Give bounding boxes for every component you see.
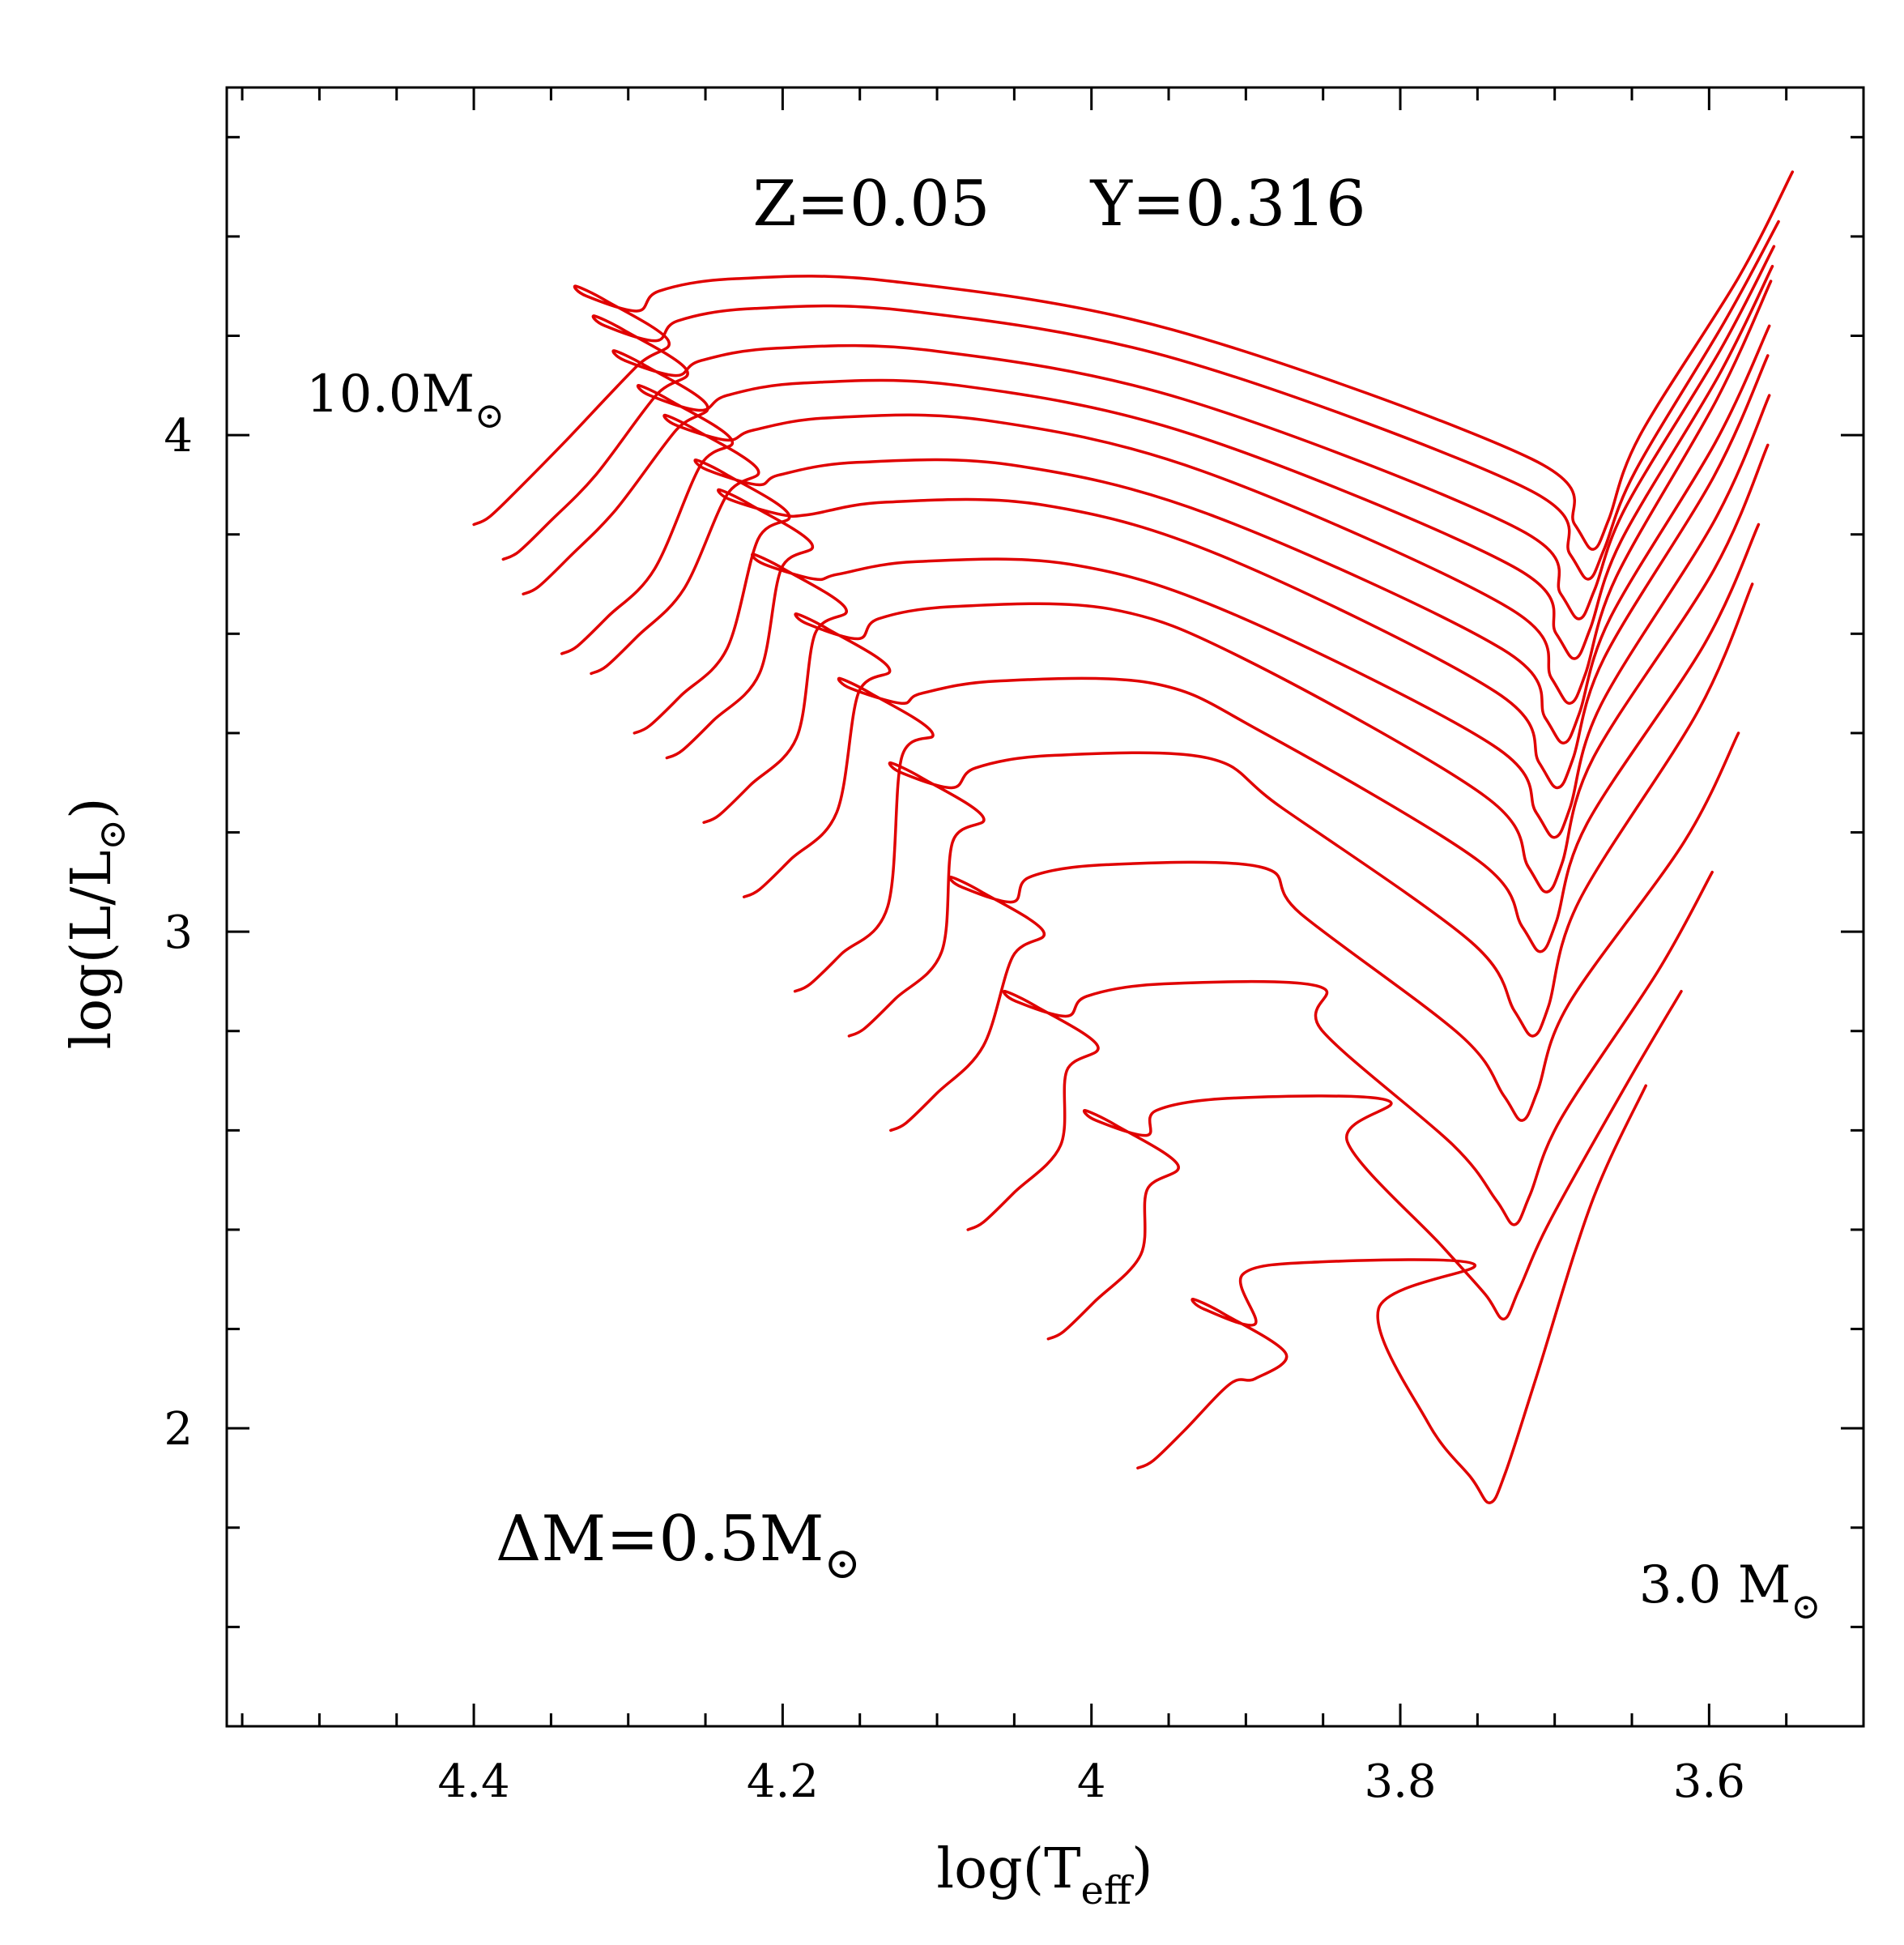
sun-symbol-icon: ⊙ (1791, 1586, 1821, 1627)
y-axis-label-main: log(L/L (60, 851, 124, 1050)
sun-symbol-icon: ⊙ (475, 395, 505, 437)
bottom-mass-label: 3.0 M⊙ (1557, 1555, 1870, 1631)
track-4_5-msun (889, 732, 1740, 1132)
x-tick-label: 4.2 (747, 1755, 819, 1808)
axis-tick-labels: 4.4 4.2 4 3.8 3.6 2 3 4 (164, 410, 1745, 1808)
y-axis-label-close: ) (60, 797, 124, 819)
top-mass-label: 10.0M⊙ (306, 365, 505, 437)
x-tick-label: 4.4 (438, 1755, 510, 1808)
x-axis-label: log(Teff) (936, 1837, 1152, 1913)
x-tick-label: 3.8 (1364, 1755, 1436, 1808)
x-axis-label-close: ) (1131, 1837, 1153, 1901)
x-axis-label-sub: eff (1081, 1868, 1134, 1913)
bottom-mass-text: 3.0 M (1639, 1555, 1791, 1615)
top-mass-text: 10.0M (306, 365, 475, 424)
y-axis-label: log(L/L⊙) (60, 797, 134, 1049)
delta-mass-text: ΔM=0.5M (496, 1503, 824, 1576)
track-5-msun (847, 582, 1754, 1038)
track-8-msun (590, 279, 1773, 705)
track-4-msun (966, 870, 1714, 1231)
sun-symbol-icon: ⊙ (824, 1538, 860, 1589)
x-axis-label-main: log(T (936, 1837, 1080, 1901)
delta-mass-label: ΔM=0.5M⊙ (496, 1503, 861, 1589)
evolutionary-tracks (472, 170, 1795, 1504)
track-6-msun (742, 443, 1770, 898)
track-3_5-msun (1046, 989, 1683, 1341)
sun-symbol-icon: ⊙ (90, 819, 134, 851)
x-tick-label: 4 (1077, 1755, 1106, 1808)
axis-ticks (227, 87, 1865, 1728)
y-tick-label: 2 (164, 1403, 193, 1456)
y-tick-label: 4 (164, 410, 193, 463)
track-9_5-msun (501, 220, 1780, 581)
track-5_5-msun (793, 523, 1761, 993)
track-3-msun (1136, 1084, 1647, 1504)
track-9-msun (522, 245, 1776, 621)
y-tick-label: 3 (164, 906, 193, 959)
chart-title: Z=0.05 Y=0.316 (752, 168, 1365, 241)
plot-frame (225, 86, 1865, 1728)
track-10-msun (472, 170, 1795, 551)
track-7-msun (665, 354, 1770, 790)
track-6_5-msun (702, 394, 1771, 839)
x-tick-label: 3.6 (1673, 1755, 1745, 1808)
track-7_5-msun (633, 324, 1771, 744)
track-8_5-msun (560, 264, 1774, 660)
